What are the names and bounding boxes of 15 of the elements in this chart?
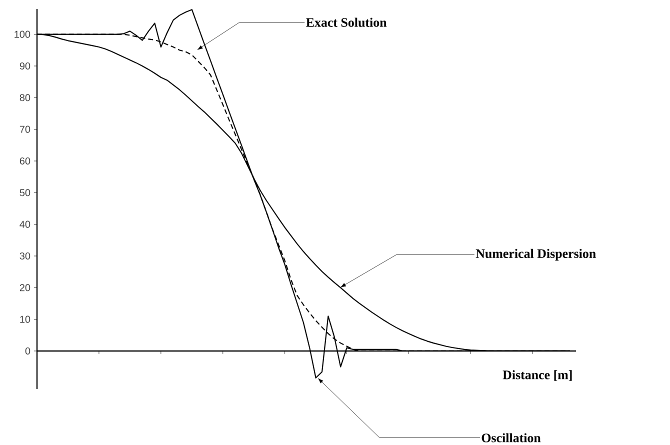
annotation: Exact Solution [306, 18, 387, 27]
y-tick-label: 0 [25, 347, 30, 355]
y-tick-label: 60 [20, 157, 30, 165]
y-tick-label: 70 [20, 126, 30, 133]
y-tick-label: 100 [14, 30, 30, 38]
y-tick-label: 80 [20, 94, 30, 102]
text: Oscillation [482, 433, 541, 442]
y-tick-label: 90 [20, 62, 30, 70]
y-tick-label: 30 [20, 252, 30, 260]
annotation: Numerical Dispersion [476, 248, 596, 261]
y-tick-label: 20 [20, 284, 30, 292]
y-tick-label: 10 [20, 316, 30, 323]
y-tick-label: 40 [20, 220, 30, 228]
x-axis-title: Distance [m] [502, 370, 572, 381]
y-tick-label: 50 [20, 189, 30, 196]
